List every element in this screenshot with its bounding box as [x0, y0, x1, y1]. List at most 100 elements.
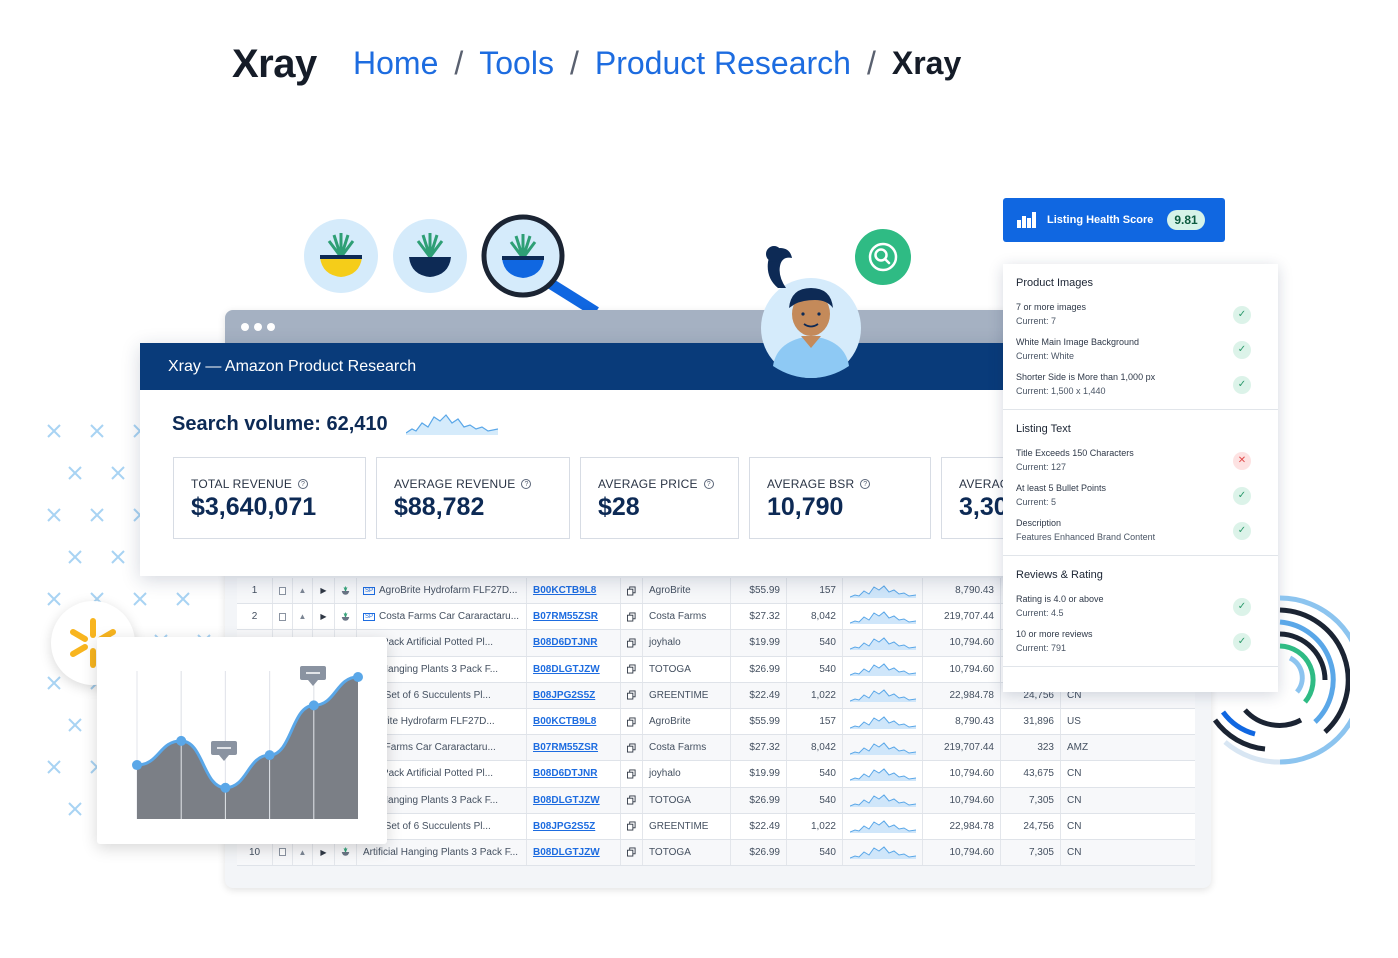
plant-illustration-yellow: [304, 219, 378, 293]
product-name: time Set of 6 Succulents Pl...: [363, 689, 491, 701]
health-section-title: Reviews & Rating: [1016, 569, 1103, 581]
product-name: groBrite Hydrofarm FLF27D...: [363, 716, 495, 728]
asin-link[interactable]: B00KCTB9L8: [527, 578, 621, 604]
listing-health-score-button[interactable]: Listing Health Score 9.81: [1003, 198, 1225, 242]
listing-health-score-badge: 9.81: [1167, 210, 1205, 230]
brand-cell: GREENTIME: [643, 813, 731, 839]
check-icon: ✓: [1233, 376, 1251, 394]
copy-icon[interactable]: [627, 717, 636, 727]
xray-logo: Xray: [232, 42, 317, 86]
copy-icon[interactable]: [627, 586, 636, 596]
asin-link[interactable]: B08DLGTJZW: [527, 839, 621, 866]
price-cell: $19.99: [731, 630, 787, 656]
bsr-cell: 540: [787, 630, 843, 656]
pin-icon[interactable]: ▲: [293, 578, 313, 604]
row-checkbox[interactable]: [279, 848, 286, 857]
asin-link[interactable]: B08D6DTJNR: [527, 630, 621, 656]
product-name-cell[interactable]: cial Hanging Plants 3 Pack F...: [357, 656, 527, 682]
help-icon[interactable]: ?: [521, 479, 532, 489]
stat-value: $3,640,071: [191, 493, 317, 521]
breadcrumb-product-research-link[interactable]: Product Research: [594, 45, 851, 81]
product-name-cell[interactable]: SP AgroBrite Hydrofarm FLF27D...: [357, 578, 527, 604]
sparkline: [849, 794, 916, 808]
asin-link[interactable]: B08JPG2S5Z: [527, 682, 621, 708]
breadcrumb-home-link[interactable]: Home: [353, 45, 439, 81]
asin-link[interactable]: B08DLGTJZW: [527, 787, 621, 813]
row-checkbox[interactable]: [279, 586, 286, 595]
asin-link[interactable]: B07RM55ZSR: [527, 604, 621, 630]
brand-cell: GREENTIME: [643, 682, 731, 708]
health-check-current: Current: 7: [1016, 316, 1057, 326]
product-name-cell[interactable]: lo 3 Pack Artificial Potted Pl...: [357, 761, 527, 787]
product-name-cell[interactable]: time Set of 6 Succulents Pl...: [357, 682, 527, 708]
health-check-item: 7 or more images Current: 7 ✓: [1016, 300, 1265, 328]
product-thumbnail: [341, 847, 350, 857]
price-cell: $22.49: [731, 682, 787, 708]
sales-cell: 323: [1001, 735, 1061, 761]
copy-icon[interactable]: [627, 690, 636, 700]
sales-cell: 24,756: [1001, 682, 1061, 708]
asin-link[interactable]: B08JPG2S5Z: [527, 813, 621, 839]
product-name-cell[interactable]: Artificial Hanging Plants 3 Pack F...: [357, 839, 527, 866]
health-check-item: White Main Image Background Current: Whit…: [1016, 335, 1265, 363]
xray-window-title: Xray — Amazon Product Research: [140, 343, 1020, 390]
health-check-label: 10 or more reviews: [1016, 629, 1093, 639]
stat-average-revenue: AVERAGE REVENUE? $88,782: [376, 457, 570, 539]
copy-icon[interactable]: [627, 795, 636, 805]
stat-value: 10,790: [767, 493, 844, 521]
expand-arrow-icon[interactable]: ▶: [313, 839, 335, 866]
table-row[interactable]: ▲▶osta Farms Car Cararactaru...B07RM55ZS…: [237, 735, 1195, 762]
check-icon: ✓: [1233, 522, 1251, 540]
search-icon[interactable]: [855, 229, 911, 285]
help-icon[interactable]: ?: [860, 479, 871, 489]
help-icon[interactable]: ?: [703, 479, 714, 489]
health-check-current: Current: 5: [1016, 497, 1057, 507]
expand-arrow-icon[interactable]: ▶: [313, 604, 335, 630]
table-row[interactable]: ▲▶time Set of 6 Succulents Pl...B08JPG2S…: [237, 813, 1195, 840]
revenue-cell: 10,794.60: [923, 761, 1001, 787]
breadcrumb: Home / Tools / Product Research / Xray: [353, 45, 961, 82]
table-row[interactable]: 10 ▲ ▶ Artificial Hanging Plants 3 Pack F..…: [237, 839, 1195, 867]
chart-point: [353, 672, 363, 682]
stat-value: 3,30: [959, 493, 1008, 521]
copy-icon[interactable]: [627, 664, 636, 674]
copy-icon[interactable]: [627, 821, 636, 831]
breadcrumb-tools-link[interactable]: Tools: [479, 45, 554, 81]
mini-chart-card: [97, 637, 387, 844]
brand-cell: joyhalo: [643, 761, 731, 787]
product-name-cell[interactable]: osta Farms Car Cararactaru...: [357, 735, 527, 761]
pin-icon[interactable]: ▲: [293, 839, 313, 866]
product-name-cell[interactable]: cial Hanging Plants 3 Pack F...: [357, 787, 527, 813]
sales-cell: 43,675: [1001, 761, 1061, 787]
copy-icon[interactable]: [627, 847, 636, 857]
brand-cell: TOTOGA: [643, 656, 731, 682]
sparkline: [849, 584, 916, 598]
revenue-cell: 219,707.44: [923, 604, 1001, 630]
table-row[interactable]: ▲▶groBrite Hydrofarm FLF27D...B00KCTB9L8…: [237, 708, 1195, 736]
bsr-cell: 157: [787, 578, 843, 604]
product-name-cell[interactable]: groBrite Hydrofarm FLF27D...: [357, 708, 527, 735]
asin-link[interactable]: B08DLGTJZW: [527, 656, 621, 682]
table-row[interactable]: ▲▶lo 3 Pack Artificial Potted Pl...B08D6…: [237, 761, 1195, 788]
product-name-cell[interactable]: lo 3 Pack Artificial Potted Pl...: [357, 630, 527, 656]
asin-link[interactable]: B07RM55ZSR: [527, 735, 621, 761]
sparkline: [849, 689, 916, 703]
avatar: [761, 278, 861, 378]
copy-icon[interactable]: [627, 769, 636, 779]
pin-icon[interactable]: ▲: [293, 604, 313, 630]
country-cell: CN: [1067, 794, 1082, 806]
copy-icon[interactable]: [627, 638, 636, 648]
product-name-cell[interactable]: time Set of 6 Succulents Pl...: [357, 813, 527, 839]
copy-icon[interactable]: [627, 612, 636, 622]
chart-point: [308, 700, 319, 711]
asin-link[interactable]: B00KCTB9L8: [527, 708, 621, 735]
price-cell: $26.99: [731, 656, 787, 682]
product-name-cell[interactable]: SP Costa Farms Car Cararactaru...: [357, 604, 527, 630]
help-icon[interactable]: ?: [298, 479, 309, 489]
sparkline: [849, 637, 916, 650]
copy-icon[interactable]: [627, 743, 636, 753]
expand-arrow-icon[interactable]: ▶: [313, 578, 335, 604]
asin-link[interactable]: B08D6DTJNR: [527, 761, 621, 787]
row-checkbox[interactable]: [279, 612, 286, 621]
health-check-item: At least 5 Bullet Points Current: 5 ✓: [1016, 481, 1265, 509]
